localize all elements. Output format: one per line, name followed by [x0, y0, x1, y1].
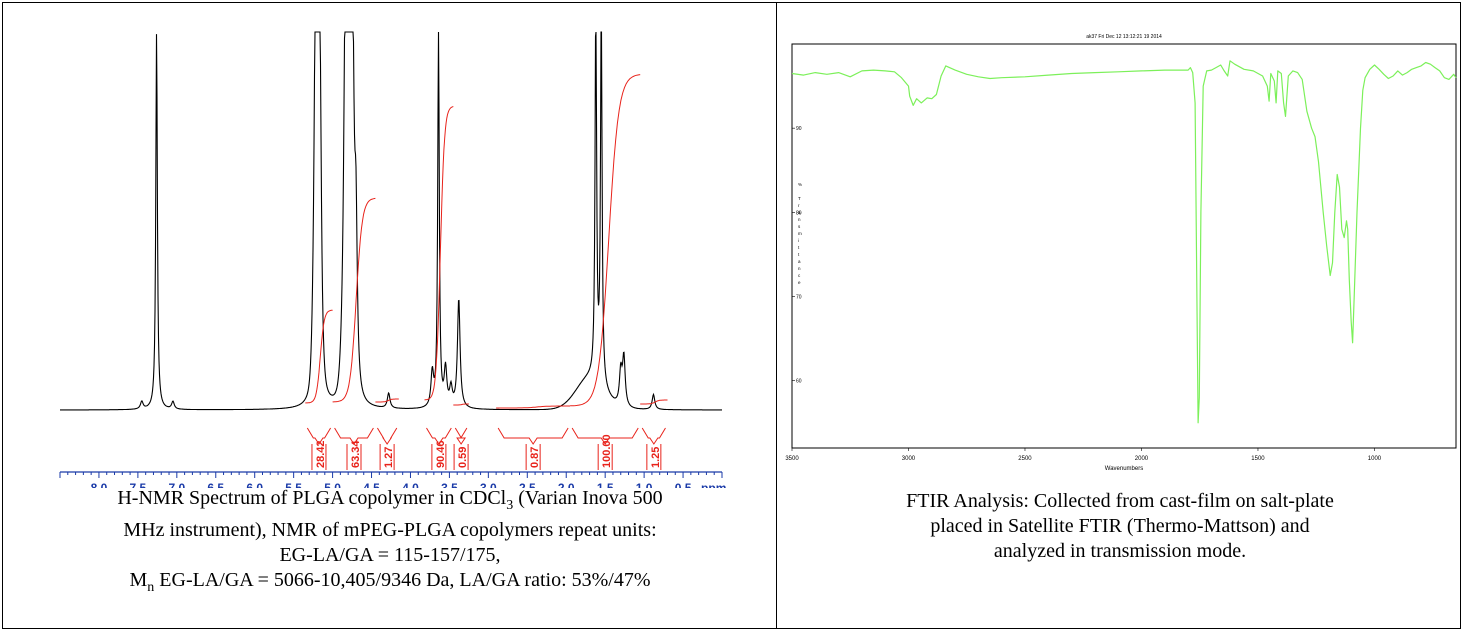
nmr-caption-line-1-tail: (Varian Inova 500	[513, 487, 663, 509]
ftir-y-tick-label: 70	[796, 295, 802, 301]
nmr-x-tick-label: 4.0	[402, 481, 419, 488]
nmr-caption: H-NMR Spectrum of PLGA copolymer in CDCl…	[10, 486, 770, 600]
nmr-integral-bracket	[334, 427, 374, 445]
ftir-y-tick-label: 90	[796, 126, 802, 132]
ftir-y-tick-label: 60	[796, 379, 802, 385]
nmr-integral-bracket	[306, 427, 332, 445]
nmr-spectrum-layer	[60, 31, 722, 411]
nmr-integrals-layer: 28.42 63.34 1.27 90.46 0.59 0.87 100.00 1.25	[305, 74, 668, 470]
nmr-integral-label: 1.25	[650, 447, 662, 468]
nmr-unit-label: ppm	[701, 481, 726, 488]
nmr-integral-curve	[332, 197, 376, 403]
nmr-spectrum-chart: 28.42 63.34 1.27 90.46 0.59 0.87 100.00 1.25 8.…	[59, 31, 726, 488]
nmr-integral-curve	[453, 403, 469, 406]
nmr-integral-label: 100.00	[601, 434, 613, 468]
nmr-x-tick-label: 5.5	[285, 481, 302, 488]
nmr-integral-bracket	[454, 427, 468, 445]
ftir-caption: FTIR Analysis: Collected from cast-film …	[780, 489, 1460, 564]
nmr-x-tick-label: 3.5	[441, 481, 458, 488]
nmr-integral-bracket	[571, 427, 639, 445]
nmr-integral-curve	[305, 309, 333, 404]
nmr-integral-curve	[375, 398, 399, 403]
nmr-x-tick-label: 3.0	[480, 481, 497, 488]
ftir-y-axis-letter: a	[798, 210, 801, 215]
nmr-caption-line-1-text: H-NMR Spectrum of PLGA copolymer in CDCl	[117, 487, 507, 509]
nmr-integral-label: 0.59	[457, 447, 469, 468]
nmr-caption-line-4: Mn EG-LA/GA = 5066-10,405/9346 Da, LA/GA…	[10, 568, 770, 600]
ftir-spectrum-chart: ak37 Fri Dec 12 13:12:21 19 2014 3500 3000…	[785, 34, 1457, 472]
nmr-integral-curve	[570, 74, 641, 407]
ftir-y-axis-letter: %	[798, 182, 802, 187]
ftir-line-layer	[791, 60, 1457, 424]
ftir-x-tick-label: 1500	[1251, 456, 1265, 462]
ftir-x-tick-label: 1000	[1368, 456, 1382, 462]
nmr-x-tick-label: 6.5	[207, 481, 224, 488]
ftir-y-axis-letter: m	[798, 231, 802, 236]
nmr-integral-bracket	[426, 427, 452, 445]
ftir-y-axis-letter: i	[798, 238, 799, 243]
nmr-integral-label: 28.42	[315, 440, 327, 468]
ftir-y-tick-label: 80	[796, 210, 802, 216]
ftir-y-axis-letter: e	[798, 280, 801, 285]
nmr-x-tick-label: 4.5	[363, 481, 380, 488]
ftir-frame-layer: ak37 Fri Dec 12 13:12:21 19 2014 3500 3000…	[785, 34, 1457, 472]
nmr-integral-bracket	[497, 427, 569, 445]
nmr-integral-bracket	[376, 427, 398, 445]
nmr-x-tick-label: 5.0	[324, 481, 341, 488]
ftir-y-axis-letter: T	[798, 196, 801, 201]
nmr-x-tick-label: 0.5	[675, 481, 692, 488]
ftir-y-axis-letter: n	[798, 217, 801, 222]
nmr-x-tick-label: 1.0	[636, 481, 653, 488]
ftir-y-axis-letter: a	[798, 259, 801, 264]
cell-divider	[776, 2, 777, 629]
ftir-plot-frame	[791, 43, 1457, 449]
nmr-x-tick-label: 6.0	[246, 481, 263, 488]
ftir-y-axis-letter: n	[798, 266, 801, 271]
nmr-integral-label: 1.27	[383, 447, 395, 468]
ftir-y-axis-letter	[798, 189, 799, 194]
ftir-caption-line-1: FTIR Analysis: Collected from cast-film …	[906, 490, 1334, 512]
nmr-x-tick-label: 1.5	[597, 481, 614, 488]
ftir-y-axis-letter: s	[798, 224, 801, 229]
nmr-caption-line-3: EG-LA/GA = 115-157/175,	[279, 544, 501, 566]
nmr-caption-subscript-n: n	[147, 580, 155, 595]
ftir-x-tick-label: 3500	[785, 456, 799, 462]
nmr-integral-bracket	[641, 427, 666, 445]
nmr-axis-layer: 8.0 7.5 7.0 6.5 6.0 5.5 5.0 4.5 4.0 3.5 3.0 2.5 2.0 1…	[59, 471, 726, 488]
nmr-integral-curve	[424, 106, 454, 401]
nmr-integral-curve	[496, 405, 571, 409]
nmr-caption-line-2: MHz instrument), NMR of mPEG-PLGA copoly…	[123, 519, 657, 541]
nmr-x-tick-label: 2.0	[558, 481, 575, 488]
ftir-x-tick-label: 2000	[1135, 456, 1149, 462]
nmr-x-tick-label: 2.5	[519, 481, 536, 488]
nmr-integral-curve	[640, 399, 668, 405]
nmr-x-tick-label: 8.0	[91, 481, 108, 488]
nmr-integral-label: 0.87	[529, 447, 541, 468]
ftir-y-axis-letter: t	[798, 245, 800, 250]
nmr-caption-subscript-3: 3	[506, 498, 514, 513]
ftir-spectrum-line	[791, 60, 1457, 424]
ftir-x-tick-label: 2500	[1018, 456, 1032, 462]
ftir-y-axis-letter: t	[798, 252, 800, 257]
ftir-y-axis-letter: c	[798, 273, 801, 278]
nmr-integral-label: 63.34	[350, 440, 362, 468]
nmr-caption-line-1: H-NMR Spectrum of PLGA copolymer in CDCl…	[10, 486, 770, 518]
ftir-x-tick-label: 3000	[902, 456, 916, 462]
nmr-spectrum-line	[60, 31, 722, 411]
ftir-caption-line-2: placed in Satellite FTIR (Thermo-Mattson…	[930, 515, 1310, 537]
ftir-caption-line-3: analyzed in transmission mode.	[993, 540, 1247, 562]
nmr-caption-line-4-text: EG-LA/GA = 5066-10,405/9346 Da, LA/GA ra…	[154, 569, 651, 591]
ftir-title: ak37 Fri Dec 12 13:12:21 19 2014	[1086, 34, 1162, 40]
nmr-integral-label: 90.46	[435, 440, 447, 468]
nmr-caption-line-4-m: M	[129, 569, 148, 591]
nmr-x-tick-label: 7.5	[130, 481, 147, 488]
ftir-x-axis-label: Wavenumbers	[1105, 466, 1143, 472]
ftir-y-axis-letter: r	[798, 203, 800, 208]
nmr-x-tick-label: 7.0	[168, 481, 185, 488]
